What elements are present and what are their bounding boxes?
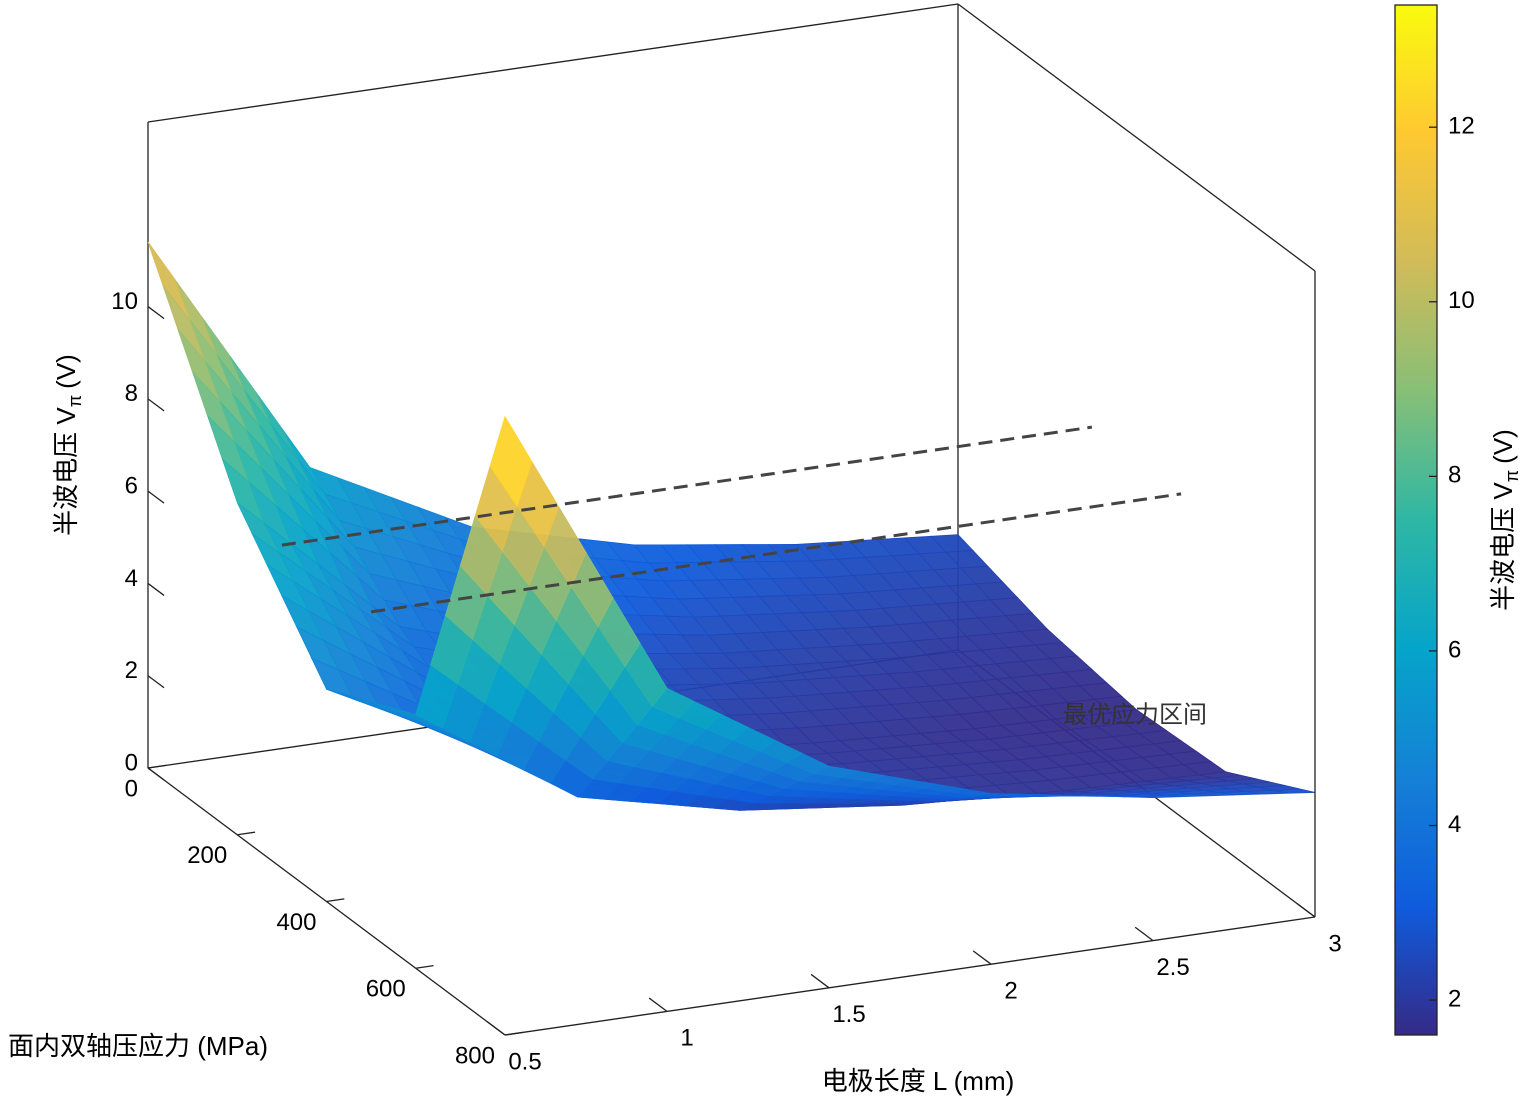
optimal-line [281,425,1093,547]
z-tick-label: 6 [125,472,138,499]
x-tick [648,997,668,1012]
x-tick [810,973,830,989]
y-tick [237,831,256,836]
z-label-sub: π [65,395,85,407]
colorbar-tick-label: 4 [1448,811,1461,838]
z-tick [147,675,165,689]
y-tick [326,898,345,903]
x-tick-label: 1 [680,1025,693,1052]
z-tick-label: 8 [125,380,138,407]
surface [147,241,1316,811]
surface-patch [489,415,533,508]
z-tick [147,306,165,320]
x-tick [486,1021,506,1036]
colorbar-label: 半波电压 Vπ (V) [1488,429,1522,611]
z-label-unit: (V) [51,354,81,389]
x-axis-label: 电极长度 L (mm) [822,1066,1015,1096]
y-tick-label: 800 [455,1042,495,1069]
box-edge [957,3,1316,272]
z-tick-label: 0 [125,749,138,776]
y-tick [147,764,166,769]
box-edge [147,3,959,123]
y-tick-label: 200 [187,842,227,869]
x-tick [972,950,992,965]
colorbar-tick-label: 8 [1448,462,1461,489]
z-tick-label: 10 [111,288,138,315]
box-edge [504,916,1316,1036]
z-tick-label: 2 [125,657,138,684]
annotation: 最优应力区间 [1063,701,1207,728]
z-tick [147,398,165,412]
x-tick-label: 0.5 [508,1048,541,1075]
z-tick [147,767,165,781]
colorbar-tick-label: 12 [1448,113,1475,140]
cb-label-unit: (V) [1488,429,1518,464]
colorbar-tick-label: 2 [1448,985,1461,1012]
surface-patch [147,241,191,321]
y-tick-label: 400 [276,909,316,936]
front-box [504,271,1316,1036]
x-tick [1134,926,1154,942]
cb-label-main: 半波电压 V [1488,482,1518,611]
z-axis-label: 半波电压 Vπ (V) [51,354,85,536]
optimal-line [370,492,1182,614]
y-tick-label: 0 [125,775,138,802]
y-axis-label: 面内双轴压应力 (MPa) [8,1031,268,1061]
x-tick-label: 2 [1004,978,1017,1005]
x-tick [1296,903,1316,918]
y-tick-label: 600 [366,976,406,1003]
z-tick [147,582,165,596]
x-tick-label: 3 [1328,930,1341,957]
x-tick-label: 1.5 [832,1001,865,1028]
z-tick [147,490,165,504]
cb-label-sub: π [1502,470,1522,482]
x-tick-label: 2.5 [1156,954,1189,981]
colorbar [1394,4,1438,1036]
z-label-main: 半波电压 V [51,407,81,536]
y-tick [415,965,434,969]
colorbar-tick-label: 10 [1448,287,1475,314]
colorbar-tick-label: 6 [1448,636,1461,663]
z-tick-label: 4 [125,565,138,592]
